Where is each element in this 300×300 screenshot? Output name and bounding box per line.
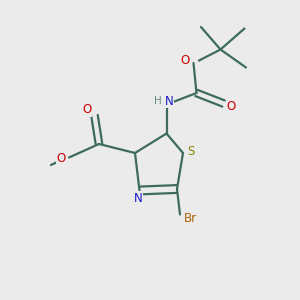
Text: O: O — [181, 54, 190, 68]
Text: Br: Br — [184, 212, 197, 226]
Text: H: H — [154, 96, 161, 106]
Text: S: S — [188, 145, 195, 158]
Text: O: O — [226, 100, 236, 113]
Text: N: N — [134, 191, 142, 205]
Text: N: N — [165, 95, 174, 108]
Text: O: O — [56, 152, 65, 165]
Text: O: O — [82, 103, 91, 116]
